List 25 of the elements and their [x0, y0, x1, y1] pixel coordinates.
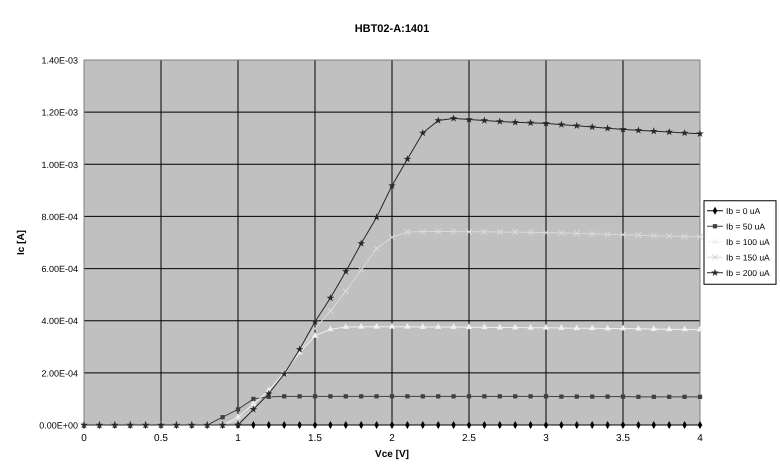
legend-label: Ib = 0 uA [726, 206, 761, 216]
x-tick-label: 0 [81, 433, 88, 444]
y-tick-label: 1.00E-03 [41, 160, 78, 170]
y-tick-label: 8.00E-04 [41, 212, 78, 222]
legend-label: Ib = 200 uA [726, 268, 770, 278]
chart-title: HBT02-A:1401 [354, 23, 430, 35]
x-tick-label: 1.5 [308, 433, 322, 444]
x-tick-label: 1 [235, 433, 242, 444]
legend-label: Ib = 50 uA [726, 221, 766, 232]
y-tick-label: 1.20E-03 [41, 108, 78, 118]
y-tick-label: 6.00E-04 [41, 264, 78, 274]
x-tick-label: 2 [389, 433, 396, 444]
y-axis-title: Ic [A] [16, 230, 27, 255]
x-tick-label: 3 [543, 433, 550, 444]
legend-label: Ib = 150 uA [726, 252, 770, 262]
x-axis-title: Vce [V] [375, 449, 409, 460]
x-tick-label: 2.5 [462, 433, 476, 444]
y-tick-label: 0.00E+00 [39, 420, 78, 430]
y-tick-label: 2.00E-04 [41, 368, 78, 378]
x-tick-label: 3.5 [616, 433, 630, 444]
x-tick-label: 4 [697, 433, 704, 444]
x-tick-label: 0.5 [154, 433, 168, 444]
y-tick-label: 4.00E-04 [41, 316, 78, 326]
y-tick-label: 1.40E-03 [41, 56, 78, 66]
legend-label: Ib = 100 uA [726, 236, 770, 247]
